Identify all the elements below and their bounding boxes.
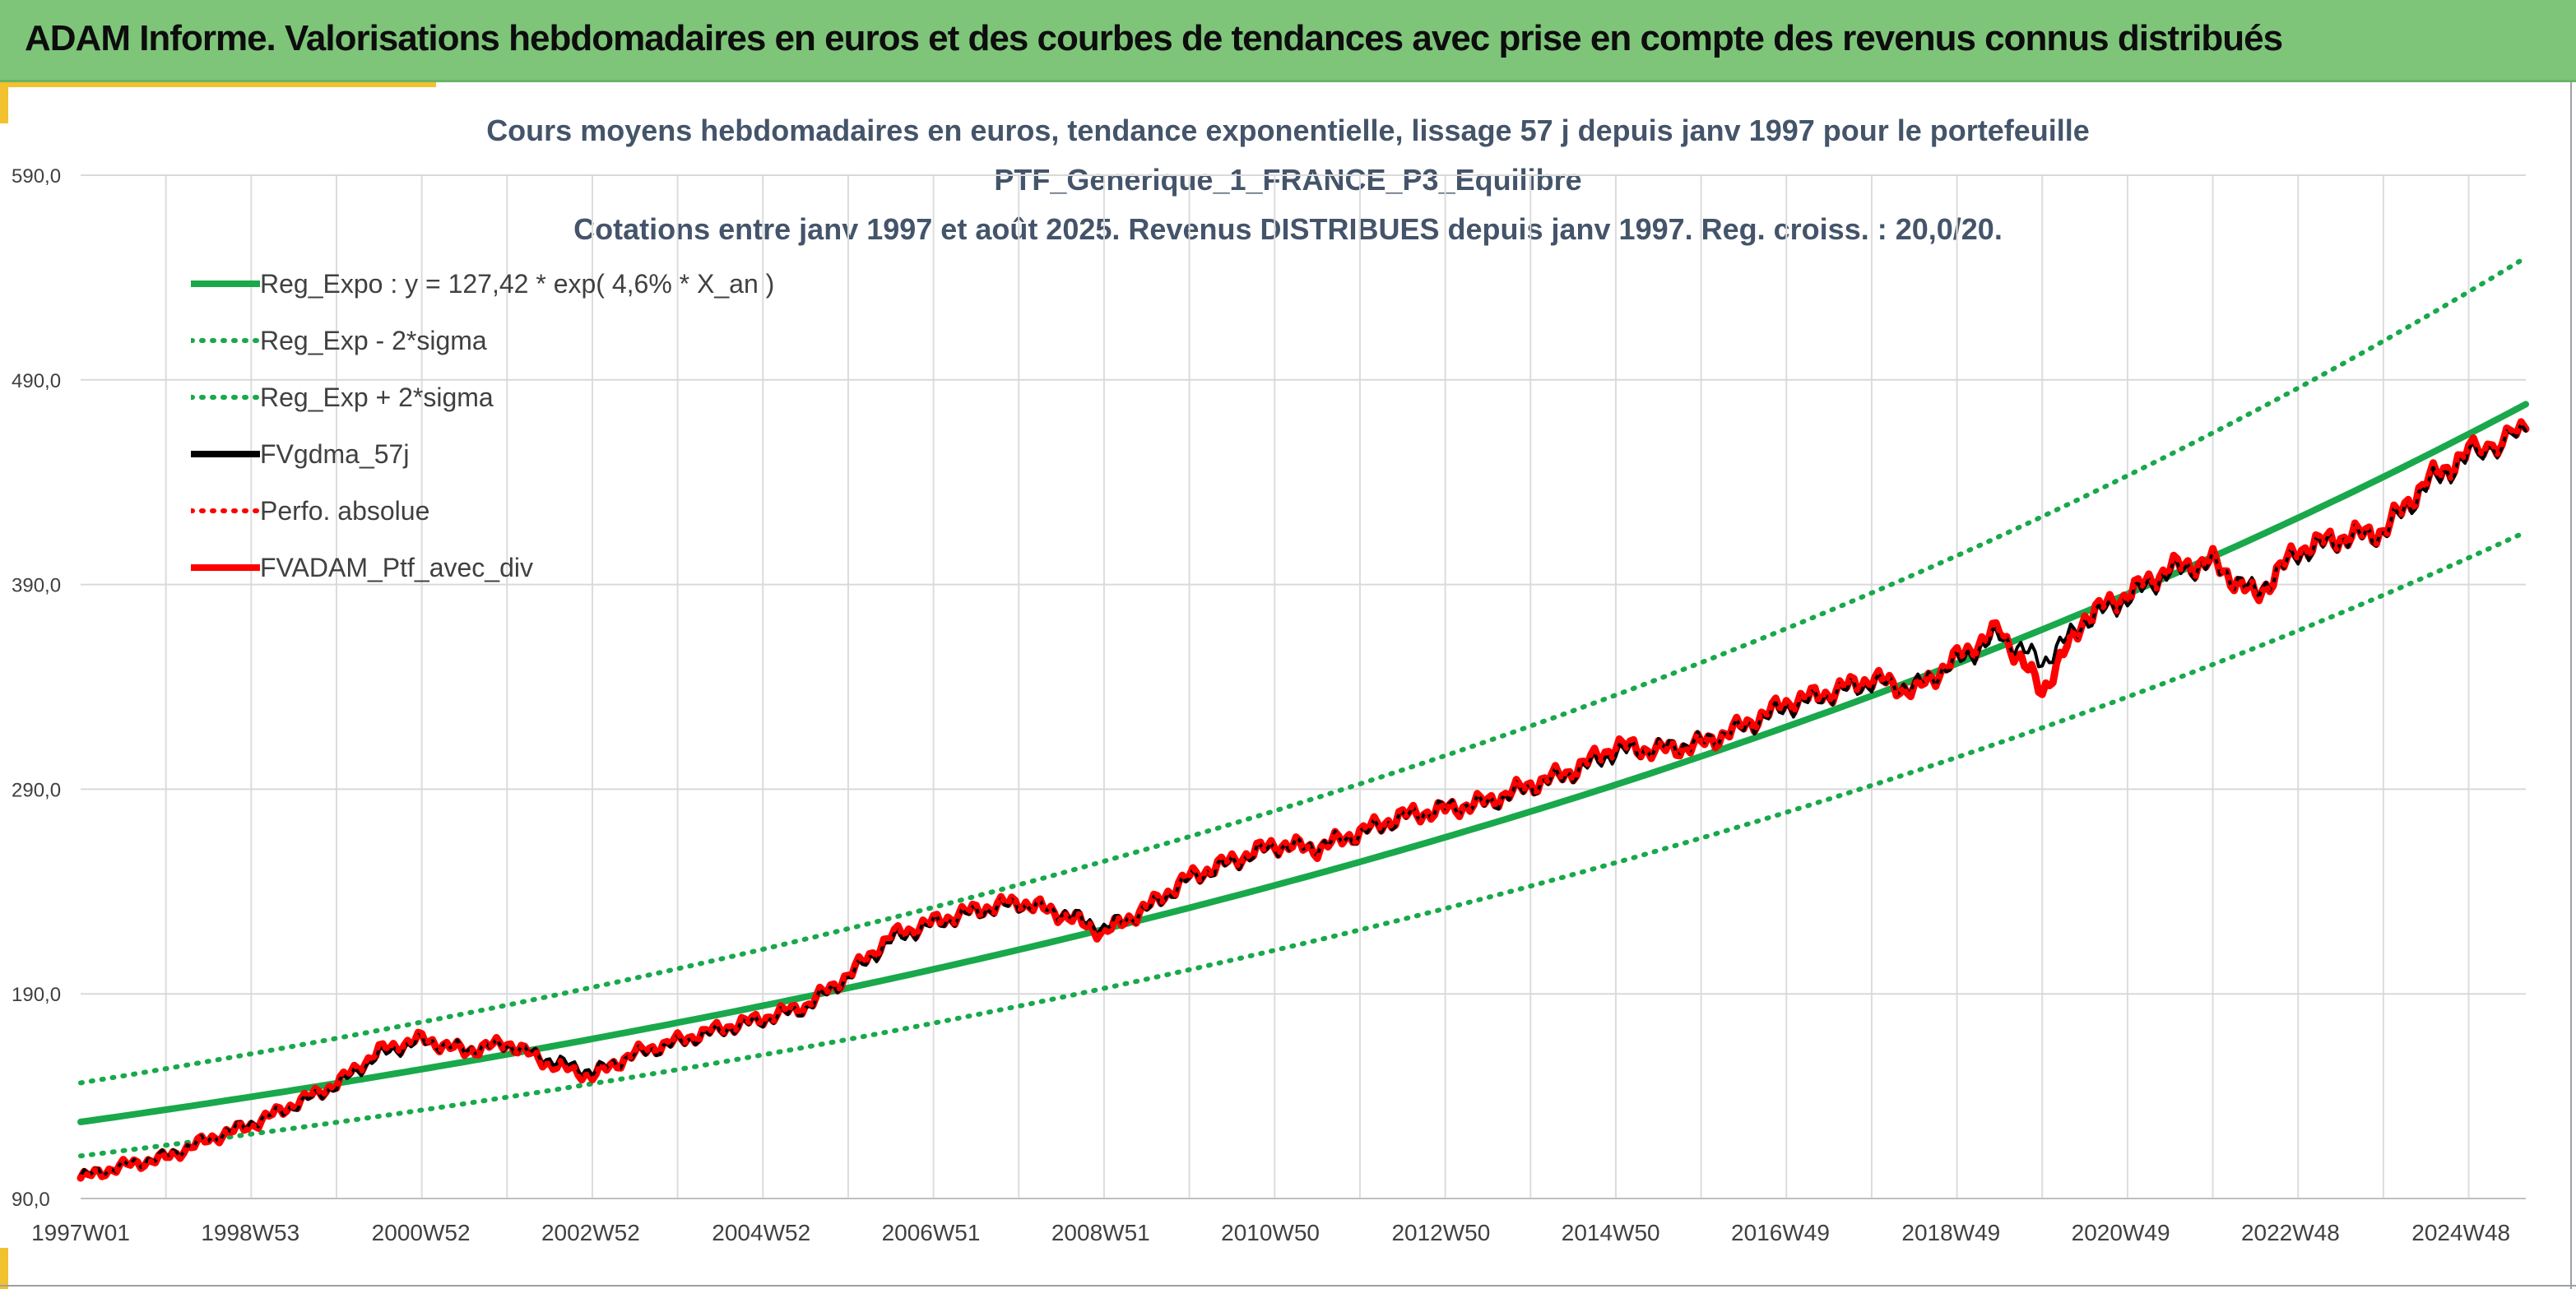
chart-title-line-3: Cotations entre janv 1997 et août 2025. … — [573, 212, 2003, 246]
page-title: ADAM Informe. Valorisations hebdomadaire… — [25, 18, 2283, 58]
x-tick-label: 2000W52 — [372, 1220, 471, 1245]
legend-swatch-reg-exp-minus — [191, 338, 260, 343]
x-tick-label: 2008W51 — [1051, 1220, 1150, 1245]
legend-swatch-perfo-absolue — [191, 508, 260, 513]
frame-border-bottom — [0, 1285, 2576, 1287]
x-tick-label: 2014W50 — [1562, 1220, 1660, 1245]
x-tick-label: 2006W51 — [882, 1220, 981, 1245]
x-tick-label: 1997W01 — [31, 1220, 130, 1245]
header-bar: ADAM Informe. Valorisations hebdomadaire… — [0, 0, 2576, 82]
y-tick-label: 290,0 — [12, 779, 61, 801]
x-tick-label: 1998W53 — [201, 1220, 299, 1245]
frame-border-right — [2570, 82, 2572, 1289]
y-tick-label: 590,0 — [12, 165, 61, 188]
legend-swatch-reg-expo — [191, 281, 260, 287]
legend-label-fvadam: FVADAM_Ptf_avec_div — [260, 553, 533, 582]
x-tick-label: 2004W52 — [712, 1220, 810, 1245]
legend-swatch-fvadam — [191, 564, 260, 571]
series-reg-exp-minus — [78, 529, 2528, 1159]
y-tick-label: 490,0 — [12, 370, 61, 392]
legend-label-fvgdma: FVgdma_57j — [260, 439, 410, 469]
x-tick-label: 2010W50 — [1221, 1220, 1320, 1245]
chart-axes: 90,0 190,0 290,0 390,0 490,0 590,0 1997W01 1998… — [12, 165, 2526, 1245]
x-tick-label: 2022W48 — [2241, 1220, 2340, 1245]
series-reg-exp-plus — [78, 255, 2528, 1086]
chart-title-line-2: PTF_Generique_1_FRANCE_P3_Equilibre — [994, 163, 1582, 197]
x-tick-label: 2016W49 — [1731, 1220, 1830, 1245]
legend-label-reg-exp-plus: Reg_Exp + 2*sigma — [260, 383, 494, 412]
y-tick-label: 390,0 — [12, 575, 61, 597]
x-tick-label: 2012W50 — [1391, 1220, 1490, 1245]
accent-bar-left — [0, 82, 8, 123]
x-tick-label: 2020W49 — [2072, 1220, 2170, 1245]
legend-label-reg-exp-minus: Reg_Exp - 2*sigma — [260, 326, 487, 355]
x-tick-label: 2002W52 — [541, 1220, 640, 1245]
accent-bar-top — [0, 82, 436, 87]
legend-swatch-reg-exp-plus — [191, 395, 260, 400]
y-tick-label: 190,0 — [12, 984, 61, 1006]
accent-bar-bottom-left — [0, 1248, 8, 1289]
y-tick-label: 90,0 — [12, 1189, 50, 1211]
series-reg-expo — [77, 401, 2529, 1125]
series-perfo-absolue — [78, 419, 2528, 1181]
legend-label-perfo-absolue: Perfo. absolue — [260, 496, 430, 526]
x-tick-label: 2024W48 — [2411, 1220, 2510, 1245]
chart-series — [77, 255, 2530, 1182]
x-tick-label: 2018W49 — [1901, 1220, 2000, 1245]
legend-label-reg-expo: Reg_Expo : y = 127,42 * exp( 4,6% * X_an… — [260, 269, 775, 299]
chart-title-line-1: Cours moyens hebdomadaires en euros, ten… — [486, 114, 2090, 147]
legend-swatch-fvgdma — [191, 451, 260, 457]
chart-grid — [81, 174, 2526, 1199]
